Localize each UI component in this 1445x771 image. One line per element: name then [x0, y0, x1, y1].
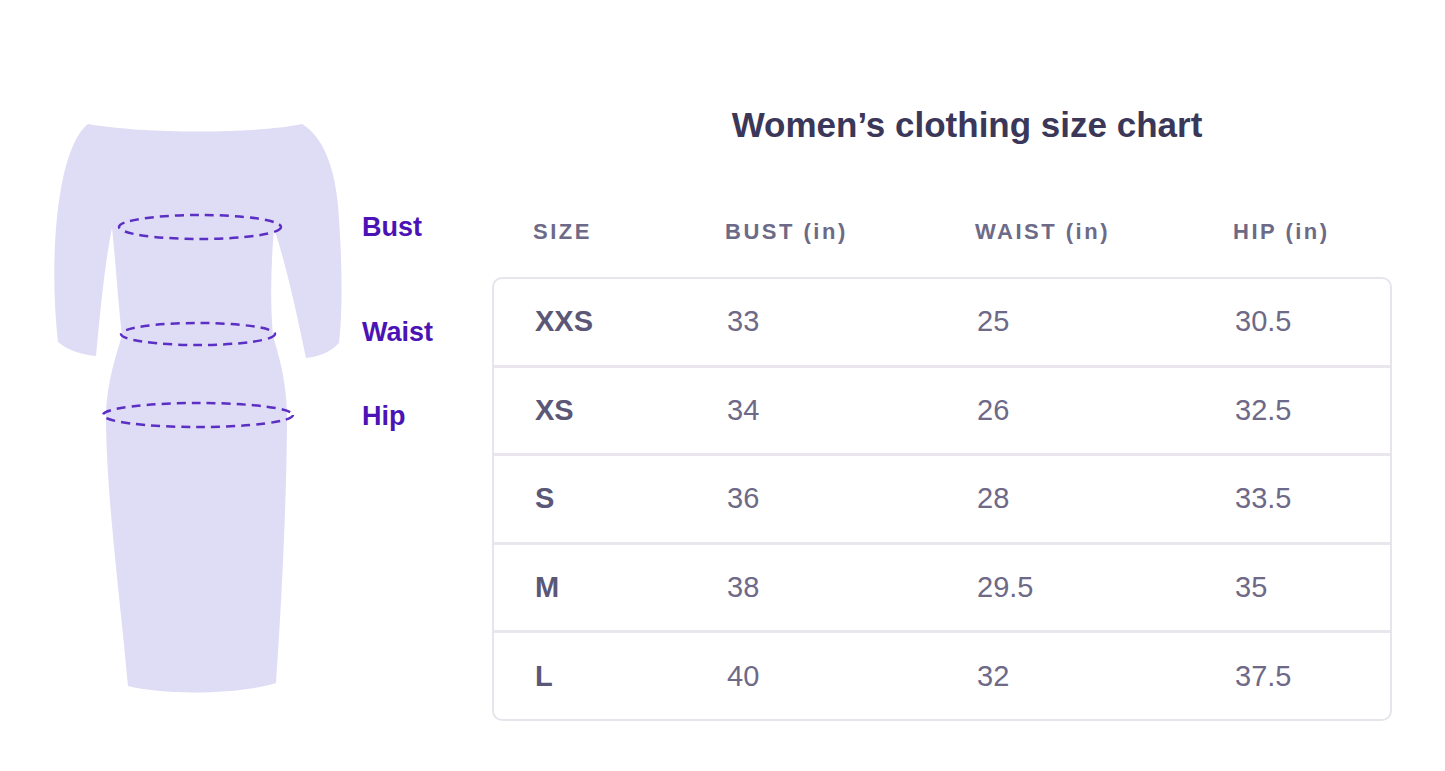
- cell-size: L: [535, 660, 727, 693]
- bust-label: Bust: [362, 211, 422, 244]
- cell-bust: 36: [727, 482, 977, 515]
- dress-illustration-svg: [40, 110, 360, 710]
- cell-bust: 34: [727, 394, 977, 427]
- dress-silhouette: [54, 124, 341, 692]
- table-row-m: M 38 29.5 35: [494, 542, 1390, 631]
- cell-waist: 25: [977, 305, 1235, 338]
- table-header-row: SIZE BUST (in) WAIST (in) HIP (in): [492, 219, 1392, 245]
- cell-hip: 37.5: [1235, 660, 1390, 693]
- column-header-bust: BUST (in): [725, 219, 975, 245]
- column-header-waist: WAIST (in): [975, 219, 1233, 245]
- cell-hip: 30.5: [1235, 305, 1390, 338]
- page-title: Women’s clothing size chart: [517, 103, 1417, 147]
- cell-size: S: [535, 482, 727, 515]
- size-chart-infographic: Bust Waist Hip Women’s clothing size cha…: [0, 0, 1445, 771]
- cell-bust: 33: [727, 305, 977, 338]
- cell-size: XXS: [535, 305, 727, 338]
- cell-size: M: [535, 571, 727, 604]
- cell-waist: 28: [977, 482, 1235, 515]
- waist-label: Waist: [362, 316, 433, 349]
- column-header-hip: HIP (in): [1233, 219, 1392, 245]
- table-row-l: L 40 32 37.5: [494, 630, 1390, 719]
- cell-waist: 26: [977, 394, 1235, 427]
- cell-hip: 35: [1235, 571, 1390, 604]
- cell-hip: 33.5: [1235, 482, 1390, 515]
- table-row-xxs: XXS 33 25 30.5: [494, 279, 1390, 365]
- cell-waist: 29.5: [977, 571, 1235, 604]
- cell-size: XS: [535, 394, 727, 427]
- dress-illustration: [40, 110, 360, 710]
- cell-bust: 40: [727, 660, 977, 693]
- cell-waist: 32: [977, 660, 1235, 693]
- cell-hip: 32.5: [1235, 394, 1390, 427]
- table-row-xs: XS 34 26 32.5: [494, 365, 1390, 454]
- size-table: XXS 33 25 30.5 XS 34 26 32.5 S 36 28 33.…: [492, 277, 1392, 721]
- hip-label: Hip: [362, 400, 406, 433]
- table-row-s: S 36 28 33.5: [494, 453, 1390, 542]
- cell-bust: 38: [727, 571, 977, 604]
- column-header-size: SIZE: [533, 219, 725, 245]
